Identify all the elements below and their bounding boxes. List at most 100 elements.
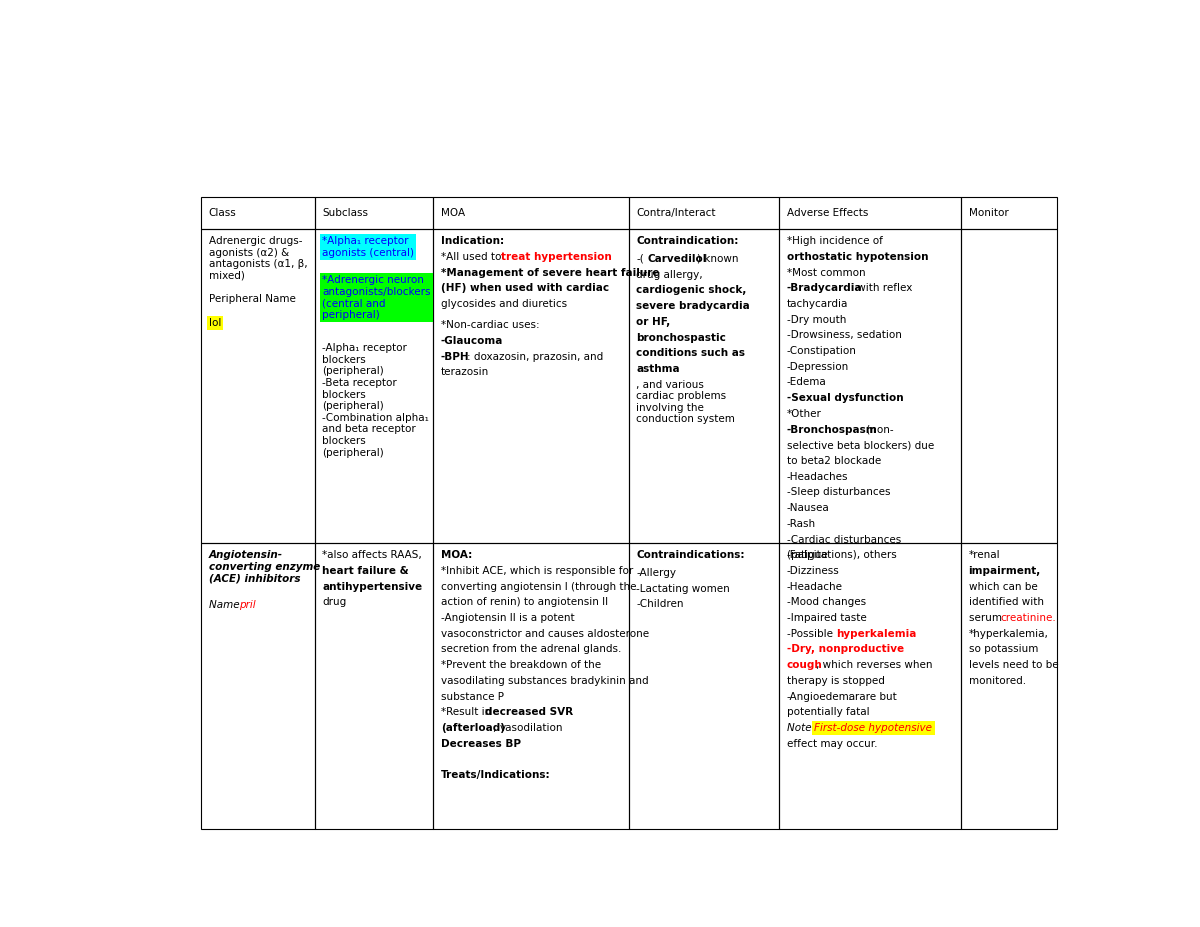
Text: heart failure &: heart failure & <box>323 565 409 576</box>
Text: -Dizziness: -Dizziness <box>786 565 839 576</box>
Text: , which reverses when: , which reverses when <box>816 660 932 670</box>
Text: -BPH: -BPH <box>440 351 469 362</box>
Bar <box>629 543 779 829</box>
Bar <box>433 197 629 229</box>
Text: which can be: which can be <box>968 581 1037 591</box>
Text: : rare but: : rare but <box>848 692 896 702</box>
Text: Name: Name <box>209 600 242 610</box>
Text: Monitor: Monitor <box>968 208 1008 218</box>
Text: *Management of severe heart failure: *Management of severe heart failure <box>440 268 659 277</box>
Bar <box>961 543 1057 829</box>
Text: -Nausea: -Nausea <box>786 503 829 514</box>
Text: Contra/Interact: Contra/Interact <box>636 208 716 218</box>
Text: *High incidence of: *High incidence of <box>786 236 882 247</box>
Text: -Cardiac disturbances: -Cardiac disturbances <box>786 535 901 544</box>
Text: *Other: *Other <box>786 409 822 419</box>
Text: -Fatigue: -Fatigue <box>786 551 828 560</box>
Text: Adrenergic drugs-
agonists (α2) &
antagonists (α1, β,
mixed)

Peripheral Name: Adrenergic drugs- agonists (α2) & antago… <box>209 236 307 304</box>
Text: antihypertensive: antihypertensive <box>323 581 422 591</box>
Text: -Rash: -Rash <box>786 519 816 528</box>
Text: -Sexual dysfunction: -Sexual dysfunction <box>786 393 904 403</box>
Text: -Sleep disturbances: -Sleep disturbances <box>786 488 890 498</box>
Text: terazosin: terazosin <box>440 367 488 377</box>
Text: levels need to be: levels need to be <box>968 660 1058 670</box>
Bar <box>202 543 314 829</box>
Text: -Dry mouth: -Dry mouth <box>786 314 846 324</box>
Text: -Edema: -Edema <box>786 377 827 387</box>
Text: so potassium: so potassium <box>968 644 1038 654</box>
Text: -Alpha₁ receptor
blockers
(peripheral)
-Beta receptor
blockers
(peripheral)
-Com: -Alpha₁ receptor blockers (peripheral) -… <box>323 343 430 458</box>
Text: effect may occur.: effect may occur. <box>786 739 877 749</box>
Text: ,: , <box>493 723 499 733</box>
Text: -Children: -Children <box>636 600 684 609</box>
Text: vasodilating substances bradykinin and: vasodilating substances bradykinin and <box>440 676 648 686</box>
Text: asthma: asthma <box>636 364 680 374</box>
Text: serum: serum <box>968 613 1004 623</box>
Text: -Drowsiness, sedation: -Drowsiness, sedation <box>786 330 901 340</box>
Text: MOA:: MOA: <box>440 551 472 560</box>
Text: -Angioedema: -Angioedema <box>786 692 856 702</box>
Text: decreased SVR: decreased SVR <box>485 707 574 717</box>
Text: Contraindication:: Contraindication: <box>636 236 739 247</box>
Text: -Constipation: -Constipation <box>786 346 857 356</box>
Text: -Headache: -Headache <box>786 581 842 591</box>
Bar <box>629 229 779 543</box>
Text: -Headaches: -Headaches <box>786 472 848 482</box>
Text: with reflex: with reflex <box>854 284 913 293</box>
Text: Contraindications:: Contraindications: <box>636 551 745 560</box>
Text: action of renin) to angiotensin II: action of renin) to angiotensin II <box>440 597 608 607</box>
Bar <box>202 229 314 543</box>
Text: -Impaired taste: -Impaired taste <box>786 613 866 623</box>
Bar <box>202 197 314 229</box>
Bar <box>629 197 779 229</box>
Text: bronchospastic: bronchospastic <box>636 333 726 342</box>
Bar <box>779 197 961 229</box>
Text: *also affects RAAS,: *also affects RAAS, <box>323 551 422 560</box>
Text: lol: lol <box>209 318 221 328</box>
Text: *Result in: *Result in <box>440 707 494 717</box>
Text: MOA: MOA <box>440 208 464 218</box>
Text: : doxazosin, prazosin, and: : doxazosin, prazosin, and <box>467 351 602 362</box>
Text: pril: pril <box>239 600 256 610</box>
Text: impairment,: impairment, <box>968 565 1040 576</box>
Text: monitored.: monitored. <box>968 676 1026 686</box>
Text: Class: Class <box>209 208 236 218</box>
Text: ) known: ) known <box>697 254 738 264</box>
Text: vasodilation: vasodilation <box>499 723 563 733</box>
Text: potentially fatal: potentially fatal <box>786 707 869 717</box>
Text: secretion from the adrenal glands.: secretion from the adrenal glands. <box>440 644 622 654</box>
Bar <box>314 543 433 829</box>
Text: to beta2 blockade: to beta2 blockade <box>786 456 881 466</box>
Text: cardiogenic shock,: cardiogenic shock, <box>636 286 746 296</box>
Text: *Non-cardiac uses:: *Non-cardiac uses: <box>440 321 539 330</box>
Text: -Bronchospasm: -Bronchospasm <box>786 425 877 435</box>
Text: Angiotensin-
converting enzyme
(ACE) inhibitors: Angiotensin- converting enzyme (ACE) inh… <box>209 551 320 583</box>
Text: hyperkalemia: hyperkalemia <box>836 629 917 639</box>
Text: Subclass: Subclass <box>323 208 368 218</box>
Bar <box>433 543 629 829</box>
Text: *Adrenergic neuron
antagonists/blockers
(central and
peripheral): *Adrenergic neuron antagonists/blockers … <box>323 275 431 320</box>
Bar <box>314 197 433 229</box>
Bar <box>779 543 961 829</box>
Text: *All used to: *All used to <box>440 252 504 261</box>
Text: orthostatic hypotension: orthostatic hypotension <box>786 252 928 261</box>
Text: therapy is stopped: therapy is stopped <box>786 676 884 686</box>
Text: -Lactating women: -Lactating women <box>636 584 730 594</box>
Text: -Mood changes: -Mood changes <box>786 597 865 607</box>
Text: drug: drug <box>323 597 347 607</box>
Text: *Most common: *Most common <box>786 268 865 277</box>
Bar <box>433 229 629 543</box>
Text: *Alpha₁ receptor
agonists (central): *Alpha₁ receptor agonists (central) <box>323 236 414 258</box>
Text: -Dry, nonproductive: -Dry, nonproductive <box>786 644 904 654</box>
Text: substance P: substance P <box>440 692 504 702</box>
Text: vasoconstrictor and causes aldosterone: vasoconstrictor and causes aldosterone <box>440 629 649 639</box>
Text: *Inhibit ACE, which is responsible for: *Inhibit ACE, which is responsible for <box>440 565 632 576</box>
Text: (non-: (non- <box>863 425 894 435</box>
Text: converting angiotensin I (through the: converting angiotensin I (through the <box>440 581 636 591</box>
Text: Decreases BP: Decreases BP <box>440 739 521 749</box>
Bar <box>961 197 1057 229</box>
Text: severe bradycardia: severe bradycardia <box>636 301 750 311</box>
Text: (afterload): (afterload) <box>440 723 505 733</box>
Bar <box>961 229 1057 543</box>
Text: -Glaucoma: -Glaucoma <box>440 337 503 346</box>
